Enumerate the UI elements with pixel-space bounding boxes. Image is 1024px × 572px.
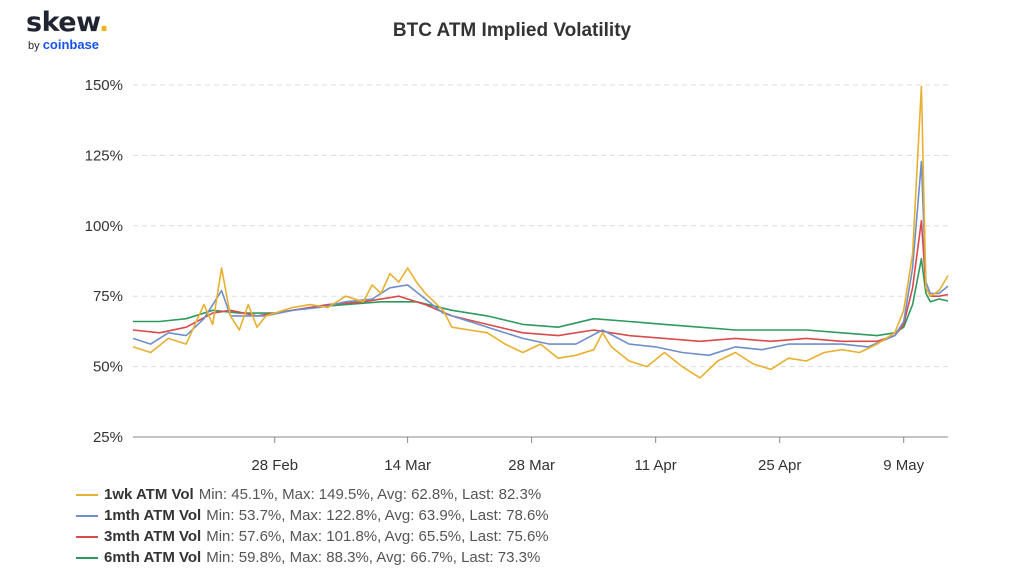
series-line-3mth (132, 219, 949, 343)
legend-swatch (76, 556, 98, 559)
x-axis: 28 Feb 14 Mar 28 Mar 11 Apr 25 Apr 9 May (133, 436, 948, 474)
series-lines (132, 85, 949, 379)
x-tick-label: 28 Mar (508, 457, 555, 474)
y-tick-label: 100% (85, 218, 123, 235)
y-tick-label: 125% (85, 147, 123, 164)
legend-item[interactable]: 1mth ATM Vol Min: 53.7%, Max: 122.8%, Avg… (76, 505, 549, 526)
chart-title: BTC ATM Implied Volatility (392, 20, 632, 41)
legend-item[interactable]: 3mth ATM Vol Min: 57.6%, Max: 101.8%, Avg… (76, 526, 549, 547)
series-line-1mth (132, 160, 949, 357)
y-tick-label: 25% (93, 429, 123, 446)
y-tick-label: 50% (93, 359, 123, 376)
series-line-1wk (132, 85, 949, 379)
legend-item[interactable]: 1wk ATM Vol Min: 45.1%, Max: 149.5%, Avg:… (76, 484, 549, 505)
logo-dot: . (98, 7, 109, 38)
x-tick-label: 11 Apr (635, 457, 677, 474)
x-tick-label: 9 May (883, 457, 924, 474)
legend-swatch (76, 535, 98, 538)
legend-series-name: 3mth ATM Vol (104, 528, 202, 545)
logo-text: skew (26, 7, 99, 38)
y-axis-ticks: 25% 50% 75% 100% 125% 150% (85, 77, 123, 446)
chart-legend: 1wk ATM Vol Min: 45.1%, Max: 149.5%, Avg:… (76, 484, 549, 568)
legend-series-stats: Min: 59.8%, Max: 88.3%, Avg: 66.7%, Last… (206, 549, 541, 566)
legend-series-stats: Min: 45.1%, Max: 149.5%, Avg: 62.8%, Las… (198, 486, 542, 503)
legend-series-name: 1mth ATM Vol (104, 507, 202, 524)
x-tick-label: 28 Feb (251, 457, 298, 474)
legend-item[interactable]: 6mth ATM Vol Min: 59.8%, Max: 88.3%, Avg:… (76, 547, 549, 568)
x-tick-label: 25 Apr (758, 457, 801, 474)
logo-by: by (28, 40, 40, 52)
y-tick-label: 75% (93, 288, 123, 305)
legend-series-stats: Min: 53.7%, Max: 122.8%, Avg: 63.9%, Las… (206, 507, 549, 524)
legend-series-name: 1wk ATM Vol (104, 486, 194, 503)
legend-swatch (76, 493, 98, 496)
logo-brand: coinbase (42, 37, 100, 52)
grid-lines (133, 84, 948, 368)
legend-series-stats: Min: 57.6%, Max: 101.8%, Avg: 65.5%, Las… (206, 528, 549, 545)
legend-swatch (76, 514, 98, 517)
legend-series-name: 6mth ATM Vol (104, 549, 202, 566)
y-tick-label: 150% (85, 77, 123, 94)
x-tick-label: 14 Mar (384, 457, 431, 474)
skew-logo: skew. by coinbase (26, 8, 109, 53)
